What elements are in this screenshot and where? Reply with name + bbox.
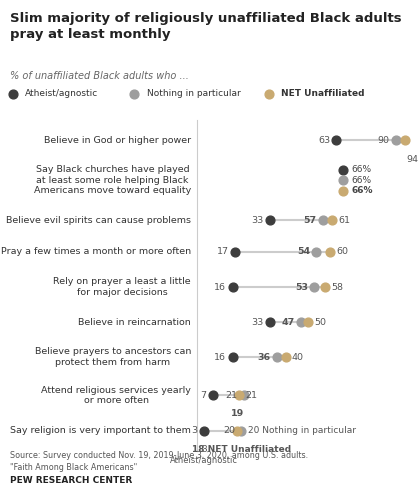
Text: 3: 3 bbox=[201, 445, 207, 454]
Text: 17: 17 bbox=[217, 247, 228, 257]
Text: 7: 7 bbox=[200, 391, 207, 400]
Point bbox=[210, 391, 216, 399]
Text: 18 NET Unaffiliated: 18 NET Unaffiliated bbox=[192, 445, 291, 454]
Point bbox=[333, 137, 340, 144]
Text: Believe in reincarnation: Believe in reincarnation bbox=[79, 318, 191, 326]
Text: 40: 40 bbox=[292, 353, 304, 362]
Point bbox=[298, 318, 304, 326]
Text: 94: 94 bbox=[407, 155, 419, 164]
Point bbox=[320, 216, 326, 224]
Text: Attend religious services yearly
or more often: Attend religious services yearly or more… bbox=[41, 386, 191, 406]
Text: Say religion is very important to them: Say religion is very important to them bbox=[10, 426, 191, 435]
Text: Atheist/agnostic: Atheist/agnostic bbox=[170, 456, 238, 465]
Point bbox=[238, 427, 245, 434]
Text: 58: 58 bbox=[332, 283, 344, 291]
Point bbox=[231, 248, 238, 256]
Point bbox=[326, 248, 333, 256]
Text: 50: 50 bbox=[314, 318, 326, 326]
Point bbox=[9, 90, 16, 98]
Point bbox=[393, 137, 399, 144]
Point bbox=[229, 353, 236, 361]
Point bbox=[236, 391, 243, 399]
Point bbox=[402, 137, 408, 144]
Text: Say Black churches have played
at least some role helping Black
Americans move t: Say Black churches have played at least … bbox=[34, 165, 191, 196]
Text: 33: 33 bbox=[252, 216, 264, 224]
Text: 53: 53 bbox=[295, 283, 308, 291]
Point bbox=[328, 216, 335, 224]
Text: 19: 19 bbox=[231, 409, 244, 418]
Text: 16: 16 bbox=[214, 353, 226, 362]
Point bbox=[240, 391, 247, 399]
Text: 36: 36 bbox=[257, 353, 270, 362]
Point bbox=[282, 353, 289, 361]
Text: 33: 33 bbox=[252, 318, 264, 326]
Text: Believe prayers to ancestors can
protect them from harm: Believe prayers to ancestors can protect… bbox=[35, 347, 191, 367]
Text: 47: 47 bbox=[281, 318, 295, 326]
Text: Slim majority of religiously unaffiliated Black adults
pray at least monthly: Slim majority of religiously unaffiliate… bbox=[10, 12, 402, 41]
Text: Source: Survey conducted Nov. 19, 2019-June 3, 2020, among U.S. adults.
"Faith A: Source: Survey conducted Nov. 19, 2019-J… bbox=[10, 451, 309, 472]
Text: Nothing in particular: Nothing in particular bbox=[147, 89, 241, 98]
Point bbox=[201, 427, 207, 434]
Text: 57: 57 bbox=[304, 216, 317, 224]
Point bbox=[340, 165, 346, 173]
Text: Believe in God or higher power: Believe in God or higher power bbox=[44, 136, 191, 145]
Point bbox=[273, 353, 280, 361]
Text: % of unaffiliated Black adults who ...: % of unaffiliated Black adults who ... bbox=[10, 71, 189, 81]
Text: 66%: 66% bbox=[351, 186, 373, 196]
Point bbox=[234, 427, 241, 434]
Text: 60: 60 bbox=[336, 247, 348, 257]
Text: 54: 54 bbox=[297, 247, 310, 257]
Text: PEW RESEARCH CENTER: PEW RESEARCH CENTER bbox=[10, 476, 133, 485]
Point bbox=[313, 248, 320, 256]
Text: 3: 3 bbox=[192, 426, 198, 435]
Point bbox=[340, 176, 346, 184]
Point bbox=[229, 283, 236, 291]
Text: Rely on prayer a least a little
for major decisions: Rely on prayer a least a little for majo… bbox=[53, 277, 191, 297]
Point bbox=[340, 187, 346, 195]
Text: 20 Nothing in particular: 20 Nothing in particular bbox=[248, 426, 356, 435]
Text: Atheist/agnostic: Atheist/agnostic bbox=[25, 89, 98, 98]
Point bbox=[131, 90, 138, 98]
Point bbox=[304, 318, 311, 326]
Text: Pray a few times a month or more often: Pray a few times a month or more often bbox=[1, 247, 191, 257]
Text: 66%: 66% bbox=[351, 165, 371, 174]
Text: 21: 21 bbox=[226, 391, 237, 400]
Text: NET Unaffiliated: NET Unaffiliated bbox=[281, 89, 365, 98]
Text: 66%: 66% bbox=[351, 176, 371, 185]
Point bbox=[265, 90, 272, 98]
Point bbox=[311, 283, 318, 291]
Text: 20: 20 bbox=[223, 426, 235, 435]
Point bbox=[267, 216, 273, 224]
Text: Believe evil spirits can cause problems: Believe evil spirits can cause problems bbox=[6, 216, 191, 224]
Text: 63: 63 bbox=[318, 136, 330, 145]
Text: 21: 21 bbox=[246, 391, 257, 400]
Text: 90: 90 bbox=[378, 136, 390, 145]
Text: 61: 61 bbox=[338, 216, 350, 224]
Text: 16: 16 bbox=[214, 283, 226, 291]
Point bbox=[322, 283, 328, 291]
Point bbox=[267, 318, 273, 326]
